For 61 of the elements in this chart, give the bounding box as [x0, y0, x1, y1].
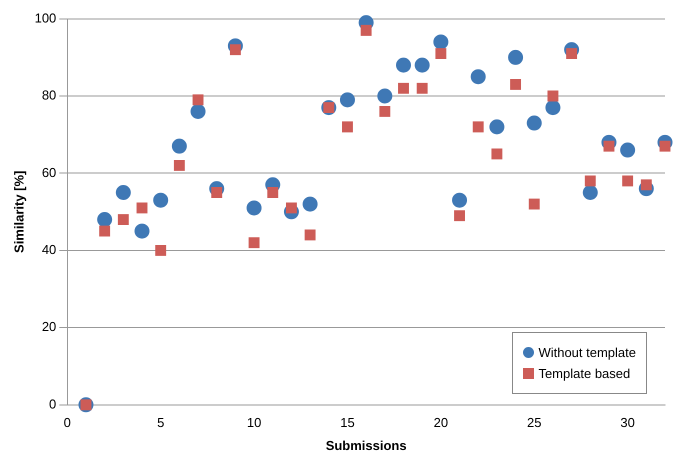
x-tick-label: 25 [527, 415, 542, 430]
legend-label: Template based [538, 366, 630, 381]
point [452, 192, 468, 208]
point [304, 230, 316, 240]
point [396, 58, 411, 73]
point [192, 94, 204, 106]
point [398, 82, 409, 94]
point [491, 148, 502, 160]
point [435, 48, 446, 59]
point [360, 24, 372, 36]
y-tick-label: 100 [34, 10, 56, 26]
y-tick-label: 60 [42, 164, 56, 180]
point [267, 187, 278, 198]
point [97, 212, 112, 228]
point [620, 142, 636, 158]
x-tick-label: 10 [246, 415, 262, 430]
point [414, 58, 430, 73]
x-tick-label: 5 [157, 415, 164, 430]
point [584, 175, 596, 186]
point [172, 138, 187, 154]
point [528, 198, 540, 210]
point [489, 119, 504, 134]
point [155, 244, 166, 256]
point [116, 185, 131, 200]
y-tick-label: 80 [42, 88, 56, 103]
point [190, 104, 206, 119]
point [342, 121, 353, 132]
x-tick-label: 15 [340, 415, 355, 430]
point [340, 92, 355, 108]
y-tick-label: 0 [49, 396, 56, 412]
y-axis-title: Similarity [%] [11, 170, 26, 253]
x-axis-title: Submissions [326, 438, 407, 453]
point [582, 185, 598, 200]
point [118, 214, 129, 225]
legend-label: Without template [538, 345, 636, 360]
y-tick-label: 20 [42, 319, 56, 334]
point [377, 88, 392, 104]
x-tick-label: 20 [434, 415, 448, 430]
point [545, 100, 560, 116]
x-tick-label: 0 [64, 415, 71, 430]
point [174, 160, 185, 171]
point [246, 200, 262, 216]
point [547, 90, 558, 102]
point [508, 50, 524, 65]
point [153, 192, 168, 208]
point [454, 210, 465, 222]
point [433, 34, 448, 50]
point [302, 196, 318, 212]
point [248, 237, 260, 248]
point [136, 202, 148, 214]
point [99, 226, 110, 237]
point [510, 78, 522, 90]
point [472, 121, 484, 132]
x-tick-label: 30 [620, 415, 635, 430]
point [379, 106, 390, 117]
point [470, 69, 486, 84]
y-tick-label: 40 [42, 242, 56, 257]
point [622, 175, 634, 186]
point [416, 82, 428, 94]
point [134, 224, 150, 239]
point [526, 116, 542, 131]
